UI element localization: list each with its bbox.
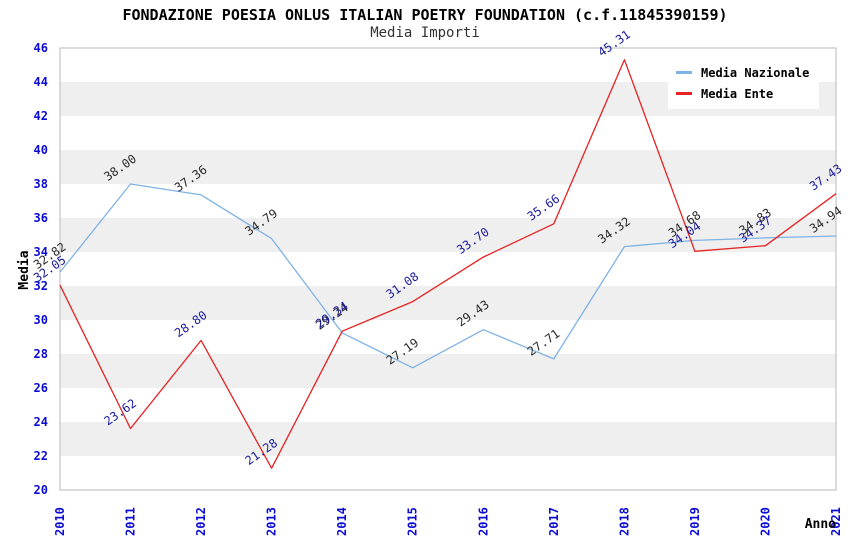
- legend-line-swatch: [676, 71, 692, 74]
- y-axis-title: Media: [17, 250, 32, 290]
- y-tick-label: 36: [34, 211, 48, 225]
- y-tick-label: 46: [34, 41, 48, 55]
- plot-band: [60, 388, 836, 422]
- x-tick-label: 2020: [759, 507, 773, 536]
- y-tick-label: 40: [34, 143, 48, 157]
- x-tick-label: 2014: [335, 507, 349, 536]
- legend-line-swatch: [676, 92, 692, 95]
- plot-band: [60, 286, 836, 320]
- y-tick-label: 26: [34, 381, 48, 395]
- x-tick-label: 2012: [194, 507, 208, 536]
- x-tick-label: 2021: [829, 507, 843, 536]
- x-tick-label: 2010: [53, 507, 67, 536]
- y-tick-label: 44: [34, 75, 48, 89]
- plot-band: [60, 422, 836, 456]
- x-tick-label: 2019: [688, 507, 702, 536]
- legend: Media Nazionale Media Ente: [668, 57, 820, 109]
- y-tick-label: 28: [34, 347, 48, 361]
- y-tick-label: 22: [34, 449, 48, 463]
- x-tick-label: 2013: [265, 507, 279, 536]
- legend-item-media-ente: Media Ente: [676, 83, 809, 104]
- y-tick-label: 30: [34, 313, 48, 327]
- plot-band: [60, 116, 836, 150]
- plot-band: [60, 150, 836, 184]
- legend-label: Media Nazionale: [701, 65, 810, 80]
- x-axis-title: Anno: [804, 517, 836, 532]
- media-nazionale-line: [59, 183, 837, 369]
- x-tick-label: 2017: [547, 507, 561, 536]
- x-tick-label: 2011: [124, 507, 138, 536]
- legend-item-media-nazionale: Media Nazionale: [676, 62, 809, 83]
- plot-band: [60, 354, 836, 388]
- x-tick-label: 2015: [406, 507, 420, 536]
- chart-subtitle: Media Importi: [370, 25, 480, 41]
- media-ente-line: [59, 59, 837, 469]
- plot-band: [60, 252, 836, 286]
- y-tick-label: 20: [34, 483, 48, 497]
- plot-band: [60, 184, 836, 218]
- legend-label: Media Ente: [701, 86, 774, 101]
- x-tick-label: 2018: [617, 507, 631, 536]
- y-tick-label: 24: [34, 415, 48, 429]
- y-tick-label: 42: [34, 109, 48, 123]
- chart-title: FONDAZIONE POESIA ONLUS ITALIAN POETRY F…: [122, 6, 728, 24]
- plot-band: [60, 218, 836, 252]
- plot-border: [59, 47, 837, 491]
- plot-band: [60, 456, 836, 490]
- y-tick-label: 32: [34, 279, 48, 293]
- y-tick-label: 34: [34, 245, 48, 259]
- x-tick-label: 2016: [476, 507, 490, 536]
- y-tick-label: 38: [34, 177, 48, 191]
